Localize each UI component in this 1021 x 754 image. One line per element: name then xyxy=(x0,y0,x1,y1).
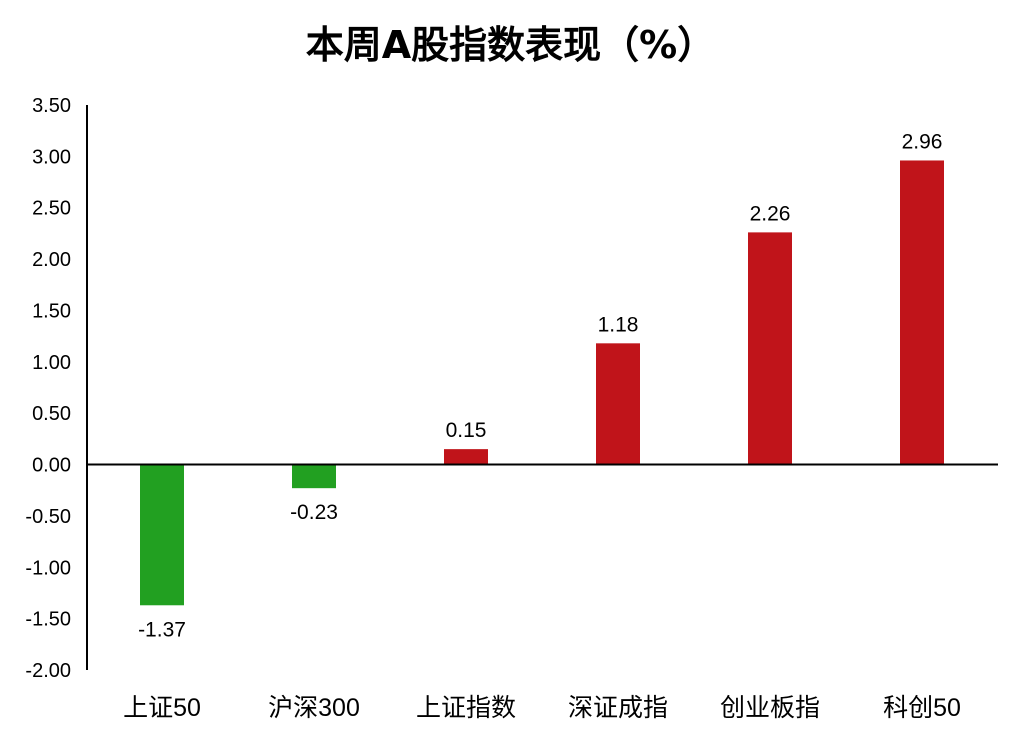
y-tick-label: -2.00 xyxy=(25,660,71,682)
y-tick-label: 0.00 xyxy=(32,455,71,477)
data-label: 2.26 xyxy=(750,202,791,225)
y-tick-label: 1.50 xyxy=(32,300,71,322)
y-tick-label: -1.50 xyxy=(25,609,71,631)
data-label: 0.15 xyxy=(446,419,487,442)
x-tick-label: 沪深300 xyxy=(268,694,360,722)
y-tick-label: 0.50 xyxy=(32,403,71,425)
x-tick-label: 上证50 xyxy=(123,694,201,722)
bar xyxy=(140,464,184,606)
y-tick-label: 3.00 xyxy=(32,146,71,168)
y-tick-label: 1.00 xyxy=(32,352,71,374)
x-tick-label: 科创50 xyxy=(883,694,961,722)
bar xyxy=(748,232,792,465)
x-tick-label: 创业板指 xyxy=(720,694,820,722)
bar xyxy=(292,464,336,489)
bar xyxy=(444,449,488,465)
data-label: -1.37 xyxy=(138,618,186,641)
chart-title: 本周A股指数表现（%） xyxy=(305,23,716,67)
data-label: 2.96 xyxy=(902,130,943,153)
x-tick-label: 上证指数 xyxy=(416,694,516,722)
y-tick-label: 2.50 xyxy=(32,198,71,220)
y-tick-label: 2.00 xyxy=(32,249,71,271)
bar xyxy=(596,343,640,465)
y-tick-label: -0.50 xyxy=(25,506,71,528)
x-tick-label: 深证成指 xyxy=(568,694,668,722)
data-label: -0.23 xyxy=(290,501,338,524)
bar xyxy=(900,160,944,465)
data-label: 1.18 xyxy=(598,313,639,336)
y-tick-label: -1.00 xyxy=(25,557,71,579)
y-tick-label: 3.50 xyxy=(32,95,71,117)
